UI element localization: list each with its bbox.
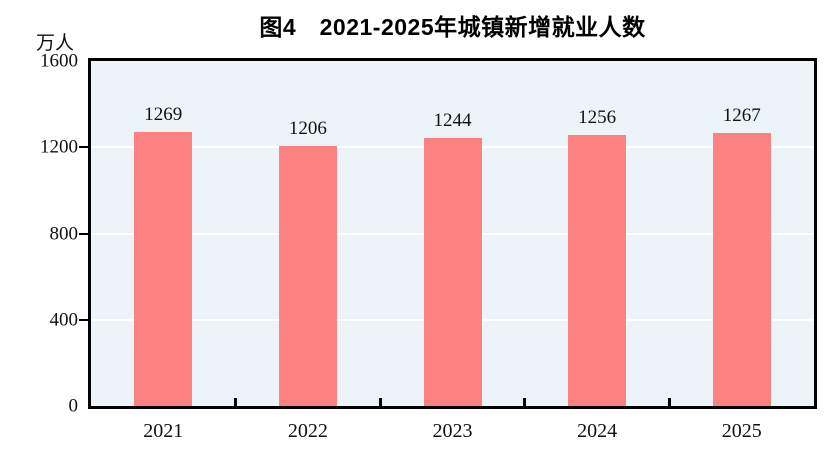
x-axis-tick (667, 398, 671, 406)
x-axis-tick (234, 398, 238, 406)
bar-value-label-2025: 1267 (722, 104, 761, 126)
y-axis-tick (79, 318, 88, 321)
x-axis-label-2024: 2024 (577, 420, 618, 442)
bar-2021 (134, 132, 193, 406)
y-axis-tick (79, 232, 88, 235)
x-axis-tick (523, 398, 527, 406)
y-axis-label-1600: 1600 (40, 50, 78, 72)
y-axis-label-1200: 1200 (40, 136, 78, 158)
x-axis-label-2023: 2023 (432, 420, 473, 442)
y-axis-tick (79, 146, 88, 149)
bar-2025 (712, 132, 771, 406)
bar-2022 (278, 145, 337, 406)
bar-value-label-2022: 1206 (288, 117, 327, 139)
x-axis-label-2022: 2022 (287, 420, 328, 442)
plot-area: 1269 1206 1244 1256 1267 (88, 58, 817, 409)
bar-value-label-2021: 1269 (144, 104, 183, 126)
y-axis-unit-label: 万人 (36, 33, 75, 54)
x-axis-label-2021: 2021 (143, 420, 184, 442)
bar-value-label-2023: 1244 (433, 109, 472, 131)
x-axis-tick (378, 398, 382, 406)
bar-value-label-2024: 1256 (578, 107, 617, 129)
x-axis-label-2025: 2025 (721, 420, 762, 442)
bar-2023 (423, 137, 482, 406)
chart-title: 图4 2021-2025年城镇新增就业人数 (259, 14, 646, 40)
y-axis-label-0: 0 (68, 395, 79, 417)
y-axis-label-800: 800 (49, 223, 79, 244)
y-axis-label-400: 400 (49, 309, 79, 331)
bar-2024 (568, 135, 627, 406)
